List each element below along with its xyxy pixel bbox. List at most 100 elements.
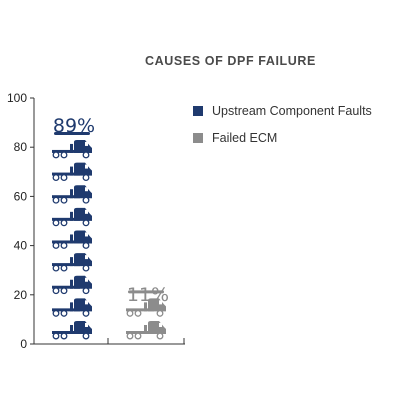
truck-wheel (52, 287, 60, 295)
y-tick-label: 80 (14, 140, 28, 154)
truck-frame (52, 172, 80, 176)
truck-wheel (82, 219, 90, 227)
truck-window (85, 300, 88, 305)
truck-frame (52, 331, 80, 334)
truck-wheel (134, 309, 142, 317)
bar-icon-partial (128, 290, 164, 294)
bar-0 (52, 131, 92, 340)
truck-wheel (156, 332, 164, 340)
truck-stack (70, 189, 73, 199)
truck-wheel (126, 332, 134, 340)
chart-title: CAUSES OF DPF FAILURE (145, 54, 316, 68)
bar-icon-0-3 (52, 253, 92, 272)
truck-wheel (126, 309, 134, 317)
truck-wheel (60, 332, 68, 340)
bar-icon-1-0 (126, 321, 166, 340)
legend-label-0: Upstream Component Faults (212, 104, 372, 118)
truck-wheel (156, 309, 164, 317)
truck-cab (74, 253, 92, 267)
data-label-1: 11% (127, 284, 169, 306)
truck-window (85, 277, 88, 282)
data-label-0: 89% (53, 115, 95, 137)
legend-swatch-0 (193, 106, 203, 116)
y-tick-label: 40 (14, 239, 28, 253)
truck-window (159, 300, 162, 305)
y-tick-label: 100 (7, 91, 27, 105)
truck-wheel (60, 242, 68, 249)
truck-wheel (52, 242, 60, 249)
y-tick-label: 20 (14, 288, 28, 302)
truck-frame (52, 240, 80, 244)
truck-window (85, 164, 88, 169)
bar-icon-0-5 (52, 207, 92, 227)
truck-frame (52, 195, 80, 199)
truck-cab (74, 207, 92, 221)
truck-frame (126, 331, 154, 334)
truck-wheel (82, 174, 90, 182)
truck-stack (70, 302, 73, 312)
truck-window (85, 323, 88, 327)
bar-icon-0-8 (52, 139, 92, 159)
truck-wheel (60, 219, 68, 227)
truck-wheel (60, 309, 68, 317)
truck-window (85, 209, 88, 214)
y-tick-label: 60 (14, 189, 28, 203)
truck-cab (74, 275, 92, 289)
truck-wheel (52, 309, 60, 317)
truck-stack (70, 211, 73, 221)
truck-frame (52, 217, 80, 221)
truck-wheel (82, 196, 90, 204)
y-tick-label: 0 (20, 337, 27, 351)
truck-stack (144, 325, 147, 334)
truck-window (85, 255, 88, 260)
bar-icon-0-6 (52, 185, 92, 204)
truck-stack (70, 325, 73, 334)
truck-wheel (60, 174, 68, 182)
bar-icon-0-0 (52, 321, 92, 340)
truck-wheel (82, 151, 90, 159)
truck-stack (144, 302, 147, 312)
bar-icon-0-7 (52, 162, 92, 182)
bar-icon-0-4 (52, 230, 92, 249)
bar-icon-0-1 (52, 298, 92, 317)
truck-wheel (60, 151, 68, 159)
truck-wheel (60, 287, 68, 295)
truck-frame (52, 149, 80, 153)
truck-stack (70, 166, 73, 176)
bar-icon-1-1 (126, 298, 166, 317)
truck-wheel (52, 332, 60, 340)
truck-wheel (82, 242, 90, 249)
truck-cab (74, 298, 92, 312)
truck-wheel (60, 264, 68, 272)
truck-cab (148, 321, 166, 334)
truck-wheel (52, 174, 60, 182)
truck-cab (74, 162, 92, 176)
truck-cab (74, 185, 92, 199)
bar-icon-0-2 (52, 275, 92, 295)
truck-wheel (82, 332, 90, 340)
legend-swatch-1 (193, 133, 203, 143)
truck-stack (70, 279, 73, 289)
truck-window (85, 232, 88, 237)
truck-wheel (134, 332, 142, 340)
truck-wheel (52, 219, 60, 227)
truck-wheel (82, 264, 90, 272)
truck-frame (52, 308, 80, 312)
truck-window (159, 323, 162, 327)
truck-cab (74, 230, 92, 244)
bar-1 (126, 290, 166, 340)
truck-wheel (82, 287, 90, 295)
truck-cab (74, 321, 92, 334)
truck-window (85, 187, 88, 192)
truck-frame (52, 285, 80, 289)
truck-stack (70, 143, 73, 153)
truck-wheel (60, 196, 68, 204)
truck-wheel (82, 309, 90, 317)
truck-window (85, 141, 88, 146)
truck-frame (126, 308, 154, 312)
legend-label-1: Failed ECM (212, 131, 277, 145)
truck-cab (74, 139, 92, 153)
truck-wheel (52, 151, 60, 159)
